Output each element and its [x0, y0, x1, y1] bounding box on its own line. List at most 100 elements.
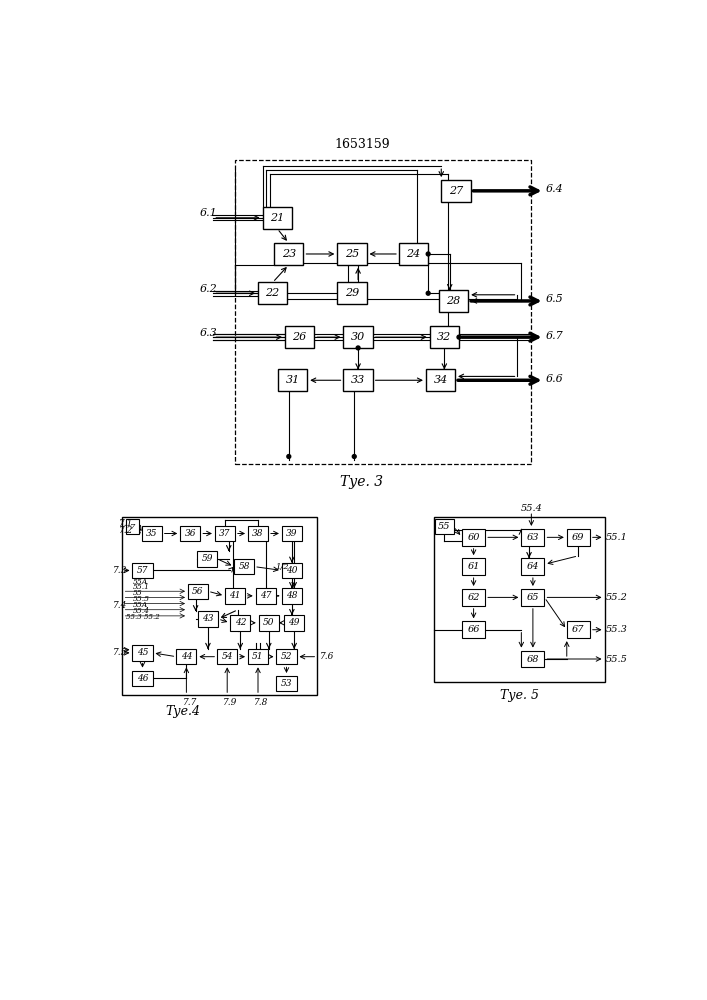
Text: 6.2: 6.2	[199, 284, 217, 294]
Text: 37: 37	[219, 529, 230, 538]
Text: 45: 45	[136, 648, 148, 657]
Text: 55.1: 55.1	[606, 533, 628, 542]
Text: 42: 42	[235, 618, 246, 627]
Text: 39: 39	[286, 529, 298, 538]
Bar	[521, 651, 544, 667]
Text: 7.8: 7.8	[254, 698, 269, 707]
Text: 55A: 55A	[133, 601, 148, 609]
Bar	[276, 676, 296, 691]
Bar	[462, 589, 485, 606]
Circle shape	[287, 455, 291, 458]
Text: 7.5: 7.5	[113, 648, 128, 657]
Text: 55.4: 55.4	[133, 607, 151, 615]
Bar	[217, 649, 238, 664]
Circle shape	[457, 335, 461, 339]
Text: 6.6: 6.6	[546, 374, 563, 384]
Bar	[234, 559, 254, 574]
Text: 60: 60	[467, 533, 480, 542]
Bar	[462, 558, 485, 575]
Circle shape	[426, 291, 430, 295]
Bar	[132, 671, 153, 686]
Bar	[430, 326, 459, 348]
Text: 57: 57	[136, 566, 148, 575]
Text: 6.4: 6.4	[546, 184, 563, 194]
Text: 6.7: 6.7	[546, 331, 563, 341]
Bar	[462, 621, 485, 638]
Bar	[337, 282, 366, 304]
Text: 6.3: 6.3	[199, 328, 217, 338]
Bar	[439, 290, 468, 312]
Text: 63: 63	[527, 533, 539, 542]
Bar	[567, 621, 590, 638]
Bar	[521, 589, 544, 606]
Text: 47: 47	[260, 591, 271, 600]
Circle shape	[356, 346, 360, 350]
Text: 21: 21	[270, 213, 284, 223]
Text: 1/2: 1/2	[275, 563, 288, 571]
Text: 7.6: 7.6	[320, 652, 334, 661]
Text: 27: 27	[449, 186, 463, 196]
Text: 41: 41	[229, 591, 240, 600]
Text: 29: 29	[345, 288, 359, 298]
Text: 24: 24	[407, 249, 421, 259]
Text: 62: 62	[467, 593, 480, 602]
Bar	[176, 649, 197, 664]
Bar	[521, 558, 544, 575]
Text: 49: 49	[288, 618, 300, 627]
Bar	[435, 519, 454, 534]
Bar	[276, 649, 296, 664]
Text: 40: 40	[286, 566, 298, 575]
Bar	[285, 326, 314, 348]
Text: 55: 55	[438, 522, 450, 531]
Text: 36: 36	[185, 529, 196, 538]
Text: 56: 56	[192, 587, 204, 596]
Text: 7.4: 7.4	[113, 601, 128, 610]
Text: 43: 43	[202, 614, 214, 623]
Text: 68: 68	[527, 654, 539, 664]
Text: 50: 50	[263, 618, 274, 627]
Text: 35: 35	[146, 529, 158, 538]
Text: 28: 28	[446, 296, 461, 306]
Bar	[180, 526, 200, 541]
Text: 67: 67	[572, 625, 585, 634]
Text: 38: 38	[252, 529, 264, 538]
Bar	[262, 207, 292, 229]
Text: 48: 48	[286, 591, 298, 600]
Bar	[259, 615, 279, 631]
Bar	[248, 649, 268, 664]
Text: 44: 44	[181, 652, 192, 661]
Text: 23: 23	[281, 249, 296, 259]
Text: 46: 46	[136, 674, 148, 683]
Text: 30: 30	[351, 332, 366, 342]
Text: 54: 54	[221, 652, 233, 661]
Bar	[225, 588, 245, 604]
Text: 55.5: 55.5	[606, 654, 628, 664]
Bar	[441, 180, 471, 202]
Bar	[278, 369, 308, 391]
Text: 34: 34	[433, 375, 448, 385]
Text: 7: 7	[130, 523, 135, 531]
Text: 7.2: 7.2	[119, 526, 134, 535]
Text: 55.2: 55.2	[606, 593, 628, 602]
Text: 51: 51	[252, 652, 264, 661]
Bar	[141, 526, 162, 541]
Bar	[344, 326, 373, 348]
Text: 58: 58	[238, 562, 250, 571]
Text: 1653159: 1653159	[334, 138, 390, 151]
Bar	[258, 282, 287, 304]
Text: 33: 33	[351, 375, 366, 385]
Bar	[282, 526, 302, 541]
Text: 69: 69	[572, 533, 585, 542]
Bar	[198, 611, 218, 627]
Text: 6.1: 6.1	[199, 208, 217, 218]
Bar	[188, 584, 208, 599]
Text: 55.1: 55.1	[133, 583, 151, 591]
Text: Τуе. 5: Τуе. 5	[500, 689, 539, 702]
Bar	[230, 615, 250, 631]
Bar	[284, 615, 304, 631]
Text: 7.1: 7.1	[119, 519, 134, 528]
Bar	[521, 529, 544, 546]
Bar	[399, 243, 428, 265]
Bar	[282, 588, 302, 604]
Bar	[215, 526, 235, 541]
